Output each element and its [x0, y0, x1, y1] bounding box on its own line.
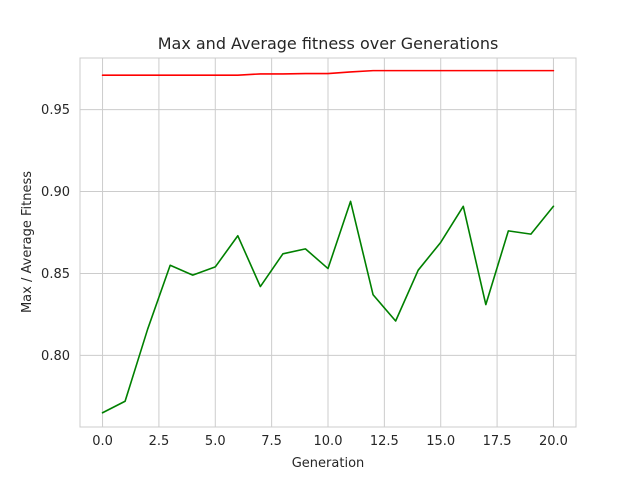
x-tick-label: 5.0	[205, 434, 226, 449]
chart-title: Max and Average fitness over Generations	[158, 34, 499, 53]
y-tick-label: 0.90	[41, 185, 70, 200]
plot-frame	[79, 57, 577, 428]
x-tick-label: 10.0	[314, 434, 343, 449]
x-tick-labels: 0.0 2.5 5.0 7.5 10.0 12.5 15.0 17.5 20.0	[92, 434, 568, 449]
series-line-max	[101, 69, 555, 76]
y-axis-label: Max / Average Fitness	[20, 171, 35, 313]
grid-lines	[79, 57, 577, 428]
series-line-average	[101, 200, 555, 414]
x-tick-label: 12.5	[370, 434, 399, 449]
x-tick-label: 2.5	[149, 434, 170, 449]
x-tick-label: 15.0	[426, 434, 455, 449]
y-tick-label: 0.80	[41, 349, 70, 364]
x-tick-label: 17.5	[483, 434, 512, 449]
y-tick-label: 0.85	[41, 267, 70, 282]
x-tick-label: 20.0	[539, 434, 568, 449]
series-lines	[101, 69, 555, 414]
y-tick-label: 0.95	[41, 103, 70, 118]
x-tick-label: 7.5	[261, 434, 282, 449]
x-axis-label: Generation	[292, 456, 365, 471]
x-tick-label: 0.0	[92, 434, 113, 449]
y-tick-labels: 0.80 0.85 0.90 0.95	[41, 103, 70, 364]
